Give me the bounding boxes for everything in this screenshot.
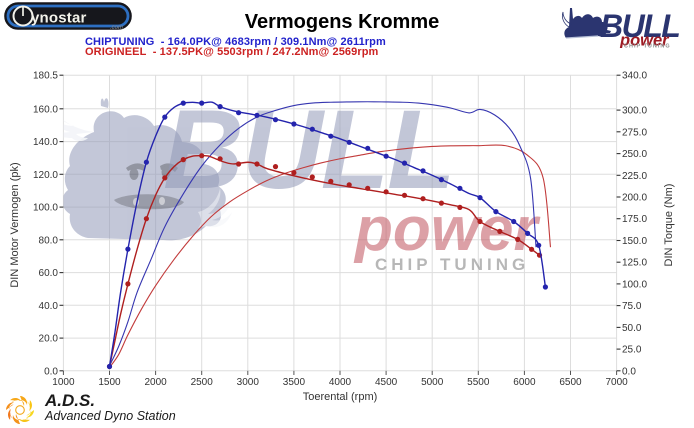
svg-text:180.5: 180.5 (33, 71, 58, 82)
svg-text:100.0: 100.0 (33, 203, 58, 214)
svg-text:3500: 3500 (283, 377, 306, 388)
svg-text:2500: 2500 (191, 377, 214, 388)
svg-text:Toerental (rpm): Toerental (rpm) (303, 391, 378, 403)
svg-text:175.0: 175.0 (622, 214, 647, 225)
svg-text:340.0: 340.0 (622, 71, 647, 82)
svg-text:6000: 6000 (513, 377, 536, 388)
svg-text:1000: 1000 (52, 377, 75, 388)
svg-text:225.0: 225.0 (622, 171, 647, 182)
svg-text:75.0: 75.0 (622, 301, 642, 312)
svg-text:160.0: 160.0 (33, 104, 58, 115)
svg-text:140.0: 140.0 (33, 137, 58, 148)
svg-text:60.0: 60.0 (39, 268, 59, 279)
svg-text:150.0: 150.0 (622, 236, 647, 247)
svg-text:275.0: 275.0 (622, 127, 647, 138)
svg-text:125.0: 125.0 (622, 258, 647, 269)
svg-text:5500: 5500 (467, 377, 490, 388)
svg-text:300.0: 300.0 (622, 106, 647, 117)
svg-text:20.0: 20.0 (39, 334, 59, 345)
svg-text:2000: 2000 (144, 377, 167, 388)
svg-text:3000: 3000 (237, 377, 260, 388)
svg-text:120.0: 120.0 (33, 170, 58, 181)
svg-text:80.0: 80.0 (39, 235, 59, 246)
svg-text:40.0: 40.0 (39, 301, 59, 312)
svg-text:100.0: 100.0 (622, 279, 647, 290)
svg-text:BULL: BULL (163, 87, 454, 212)
svg-text:25.0: 25.0 (622, 345, 642, 356)
svg-text:4500: 4500 (375, 377, 398, 388)
svg-text:0.0: 0.0 (622, 366, 636, 377)
svg-text:1500: 1500 (98, 377, 121, 388)
svg-text:power: power (353, 195, 540, 264)
svg-text:7000: 7000 (605, 377, 628, 388)
svg-text:6500: 6500 (559, 377, 582, 388)
svg-text:DIN Torque (Nm): DIN Torque (Nm) (663, 184, 675, 267)
svg-text:4000: 4000 (329, 377, 352, 388)
svg-text:CHIP TUNING: CHIP TUNING (375, 255, 529, 274)
svg-text:0.0: 0.0 (44, 366, 58, 377)
svg-text:DIN Motor Vermogen (pk): DIN Motor Vermogen (pk) (9, 162, 21, 287)
svg-text:250.0: 250.0 (622, 149, 647, 160)
svg-text:5000: 5000 (421, 377, 444, 388)
svg-text:50.0: 50.0 (622, 323, 642, 334)
svg-text:200.0: 200.0 (622, 193, 647, 204)
